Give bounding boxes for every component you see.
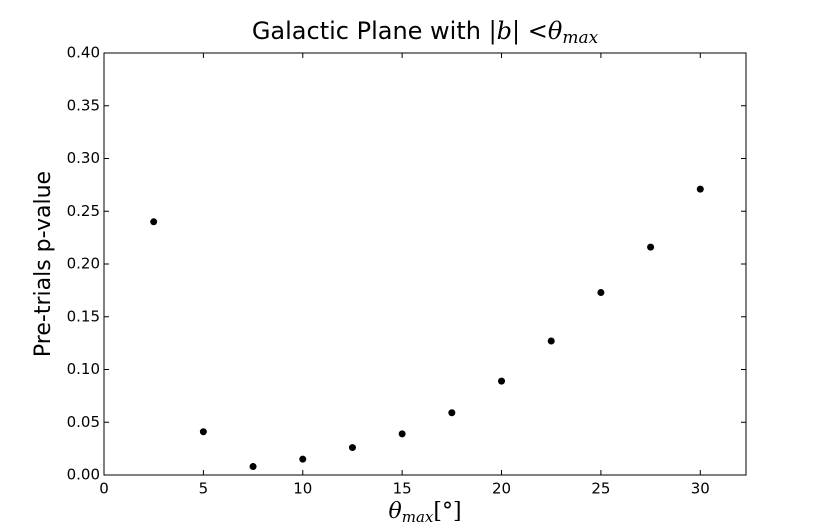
y-tick-label: 0.40 (67, 44, 100, 62)
x-tick-label: 5 (199, 480, 209, 498)
x-label-unit: [°] (433, 499, 461, 524)
point (647, 243, 655, 251)
x-tick-label: 15 (393, 480, 412, 498)
y-tick-label: 0.35 (67, 96, 100, 114)
point (498, 377, 506, 385)
y-tick-label: 0.30 (67, 149, 100, 167)
point (249, 463, 257, 471)
x-label-sub: max (402, 508, 434, 526)
title-math: |b| <θ (489, 17, 563, 46)
x-tick-label: 20 (492, 480, 511, 498)
point (348, 444, 356, 452)
point (448, 409, 456, 417)
y-tick-label: 0.00 (67, 466, 100, 484)
y-axis-label: Pre-trials p-value (31, 171, 56, 357)
x-tick-label: 25 (591, 480, 610, 498)
y-tick-label: 0.25 (67, 202, 100, 220)
title-sub: max (562, 28, 598, 48)
x-tick-label: 10 (293, 480, 312, 498)
point (547, 337, 555, 345)
title-text: Galactic Plane with (252, 17, 489, 45)
point (398, 430, 406, 438)
chart-title: Galactic Plane with |b| <θmax (252, 17, 599, 48)
y-tick-label: 0.20 (67, 255, 100, 273)
point (150, 218, 158, 226)
point (199, 428, 207, 436)
y-tick-label: 0.10 (67, 360, 100, 378)
y-tick-label: 0.05 (67, 413, 100, 431)
point (299, 455, 307, 463)
y-tick-label: 0.15 (67, 307, 100, 325)
point (696, 185, 704, 193)
point (597, 288, 605, 296)
x-label-text: θ (388, 499, 401, 524)
x-tick-label: 30 (691, 480, 710, 498)
x-tick-label: 0 (99, 480, 109, 498)
x-axis-label: θmax[°] (388, 499, 461, 526)
plot-frame (103, 52, 747, 476)
